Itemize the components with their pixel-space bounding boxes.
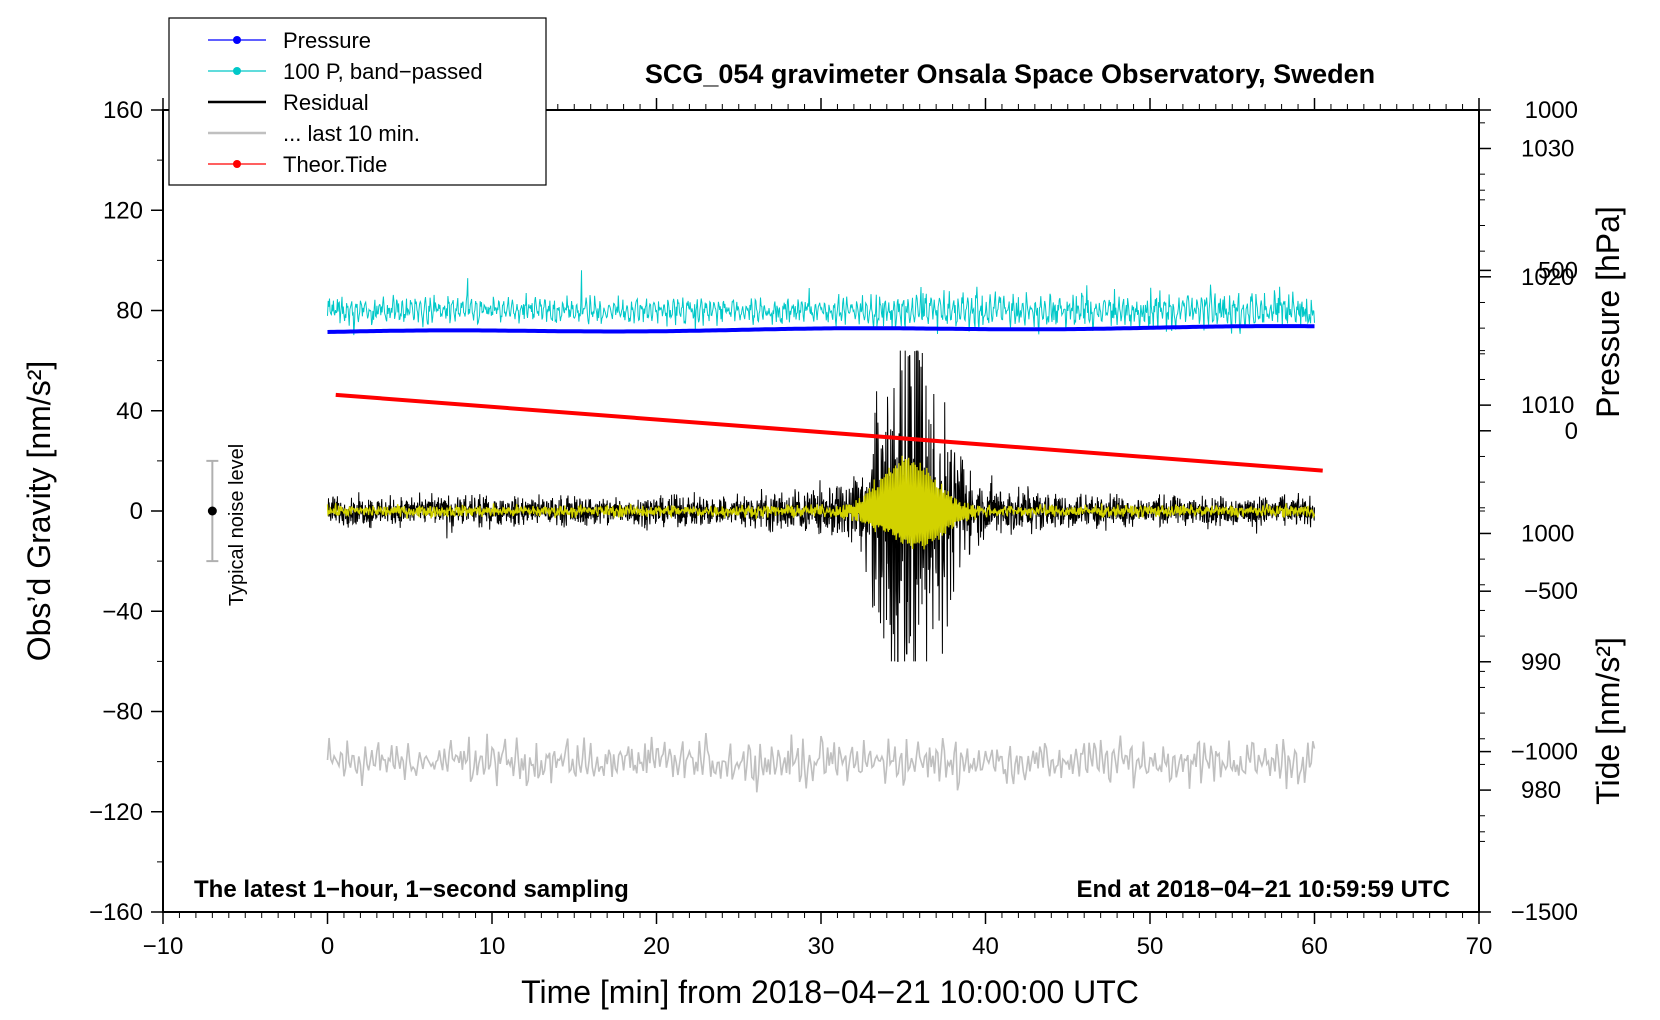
series-last-10-min bbox=[326, 733, 1316, 793]
x-tick-label: 10 bbox=[479, 933, 506, 960]
legend-entry: Pressure bbox=[208, 28, 371, 53]
legend-label: ... last 10 min. bbox=[283, 121, 420, 146]
pressure-tick-label: 990 bbox=[1521, 649, 1561, 676]
x-tick-label: 30 bbox=[808, 933, 835, 960]
legend-swatch-marker bbox=[233, 160, 241, 168]
x-tick-label: 50 bbox=[1137, 933, 1164, 960]
noise-center-dot bbox=[207, 506, 217, 516]
chart-title: SCG_054 gravimeter Onsala Space Observat… bbox=[645, 59, 1375, 89]
legend-entry: ... last 10 min. bbox=[208, 121, 420, 146]
legend-label: Pressure bbox=[283, 28, 371, 53]
legend-entry: Theor.Tide bbox=[208, 152, 387, 177]
noise-level-label: Typical noise level bbox=[226, 444, 248, 606]
y-tick-label: 160 bbox=[103, 97, 143, 124]
pressure-tick-label: 1000 bbox=[1521, 520, 1574, 547]
series-residual-filtered bbox=[326, 455, 1316, 550]
pressure-tick-label: 1020 bbox=[1521, 264, 1574, 291]
tide-tick-label: 500 bbox=[1538, 257, 1578, 284]
y-tick-label: −40 bbox=[102, 598, 143, 625]
pressure-tick-label: 980 bbox=[1521, 777, 1561, 804]
series-band-passed-pressure bbox=[327, 270, 1315, 336]
x-tick-label: −10 bbox=[143, 933, 184, 960]
end-time-note: End at 2018−04−21 10:59:59 UTC bbox=[1076, 876, 1450, 903]
y-axis-label: Obs’d Gravity [nm/s²] bbox=[21, 361, 57, 662]
legend-label: 100 P, band−passed bbox=[283, 59, 483, 84]
noise-level-indicator bbox=[206, 459, 219, 563]
legend-swatch-marker bbox=[233, 36, 241, 44]
series-theoretical-tide bbox=[335, 392, 1323, 473]
pressure-tick-label: 1010 bbox=[1521, 392, 1574, 419]
y-tick-label: −120 bbox=[89, 799, 143, 826]
x-axis-label: Time [min] from 2018−04−21 10:00:00 UTC bbox=[521, 974, 1139, 1010]
legend-entry: 100 P, band−passed bbox=[208, 59, 483, 84]
series-pressure bbox=[327, 324, 1315, 334]
x-tick-label: 60 bbox=[1301, 933, 1328, 960]
pressure-axis-ticks: 1030 1020 1010 1000 990 980 bbox=[1479, 122, 1574, 842]
tide-axis-label: Tide [nm/s²] bbox=[1590, 637, 1626, 805]
x-tick-label: 40 bbox=[972, 933, 999, 960]
x-tick-label: 70 bbox=[1466, 933, 1493, 960]
x-tick-label: 0 bbox=[321, 933, 334, 960]
y-tick-label: 0 bbox=[130, 498, 143, 525]
tide-axis-ticks: 1000 500 0 −500 −1000 −1500 bbox=[1479, 97, 1578, 926]
tide-tick-label: −1000 bbox=[1511, 739, 1578, 766]
x-axis-ticks: −10 0 10 20 30 40 50 60 70 bbox=[143, 98, 1493, 960]
legend-swatch-marker bbox=[233, 67, 241, 75]
pressure-tick-label: 1030 bbox=[1521, 135, 1574, 162]
y-tick-label: −160 bbox=[89, 899, 143, 926]
tide-tick-label: −500 bbox=[1524, 578, 1578, 605]
legend-label: Theor.Tide bbox=[283, 152, 387, 177]
series-layer bbox=[326, 270, 1323, 793]
tide-tick-label: −1500 bbox=[1511, 899, 1578, 926]
y-tick-label: −80 bbox=[102, 699, 143, 726]
y-tick-label: 80 bbox=[116, 298, 143, 325]
y-tick-label: 40 bbox=[116, 398, 143, 425]
legend-label: Residual bbox=[283, 90, 369, 115]
x-tick-label: 20 bbox=[643, 933, 670, 960]
tide-tick-label: 1000 bbox=[1525, 97, 1578, 124]
tide-tick-label: 0 bbox=[1565, 418, 1578, 445]
pressure-axis-label: Pressure [hPa] bbox=[1590, 206, 1626, 418]
y-tick-label: 120 bbox=[103, 197, 143, 224]
legend-entry: Residual bbox=[208, 90, 369, 115]
sampling-note: The latest 1−hour, 1−second sampling bbox=[194, 876, 629, 903]
legend: Pressure 100 P, band−passed Residual ... la… bbox=[168, 17, 547, 186]
y-axis-ticks: 160 120 80 40 0 −40 −80 −120 −160 bbox=[89, 97, 163, 926]
